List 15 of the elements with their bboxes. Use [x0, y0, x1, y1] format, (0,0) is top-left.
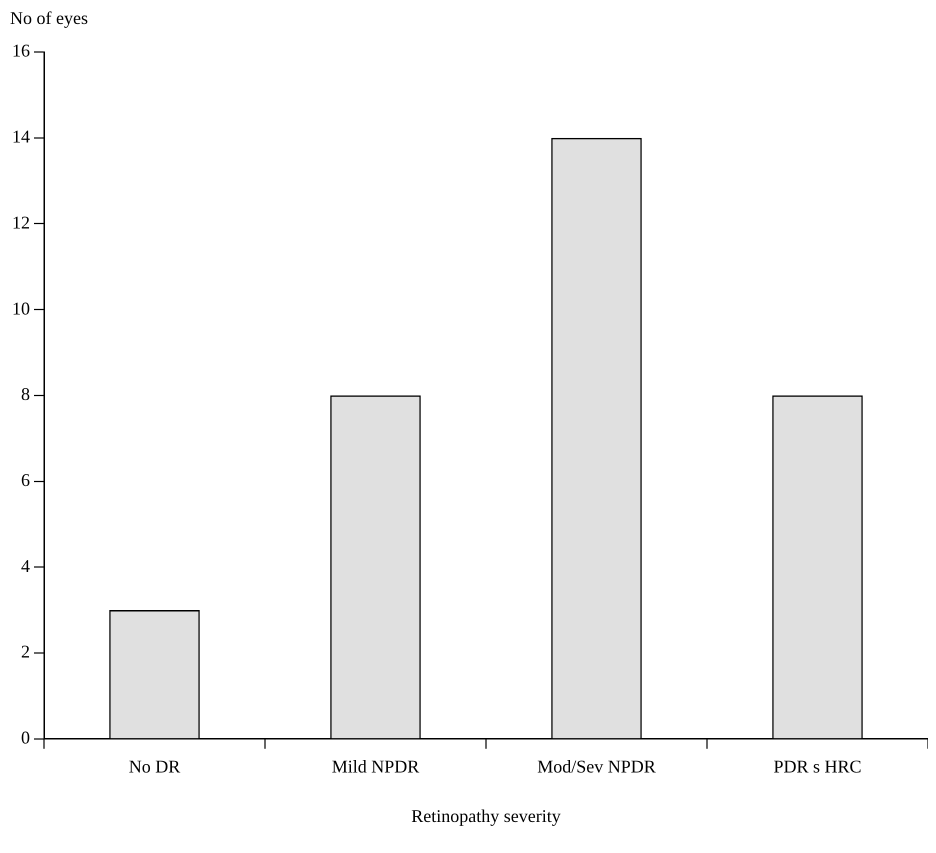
x-tick-label: Mild NPDR [332, 756, 420, 776]
x-tick-label: PDR s HRC [773, 756, 862, 776]
x-axis-title: Retinopathy severity [411, 806, 561, 826]
y-tick-label: 14 [12, 126, 30, 147]
y-tick-label: 10 [12, 298, 30, 318]
y-tick-label: 0 [21, 728, 30, 748]
y-tick-label: 2 [21, 642, 30, 662]
y-axis-title: No of eyes [9, 8, 89, 30]
y-tick-label: 8 [21, 384, 30, 404]
y-tick-label: 16 [12, 40, 30, 61]
y-tick-label: 6 [21, 470, 30, 490]
y-tick-label: 4 [21, 556, 30, 576]
x-tick-label: Mod/Sev NPDR [537, 756, 656, 776]
y-tick-label: 12 [12, 212, 30, 232]
x-tick-label: No DR [128, 756, 180, 776]
